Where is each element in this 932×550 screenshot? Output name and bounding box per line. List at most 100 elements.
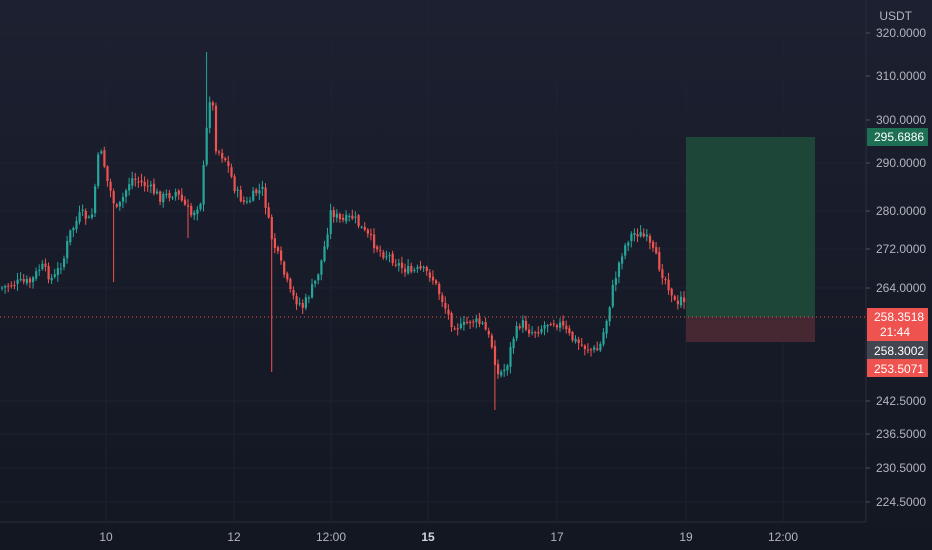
candle — [345, 210, 348, 224]
candle — [444, 296, 447, 314]
candle — [413, 267, 416, 273]
candle — [53, 268, 56, 279]
candle — [128, 177, 131, 196]
candle — [78, 205, 81, 225]
candle — [453, 325, 456, 331]
time-axis[interactable]: 10 12 12:00 15 17 19 12:00 — [99, 530, 798, 544]
time-tick-label: 12:00 — [768, 530, 798, 544]
candle — [180, 188, 183, 203]
price-tick-label: 300.0000 — [876, 113, 926, 127]
candle — [531, 326, 534, 336]
candle — [562, 315, 565, 330]
candle — [431, 270, 435, 285]
candle — [450, 311, 453, 332]
candle — [549, 322, 552, 327]
candle — [25, 275, 28, 286]
candle — [289, 277, 292, 293]
candle — [301, 299, 304, 315]
candle — [614, 271, 617, 292]
candle — [84, 208, 87, 225]
current-price-tag: 258.3518 21:44 — [867, 308, 928, 341]
candle — [87, 215, 90, 219]
candle — [94, 183, 97, 217]
target-zone[interactable] — [686, 137, 815, 317]
stop-zone[interactable] — [686, 317, 815, 342]
candle — [159, 190, 162, 206]
candle — [115, 202, 118, 209]
candle — [236, 186, 239, 198]
candle — [509, 342, 512, 374]
candle — [221, 148, 224, 163]
candle — [199, 202, 202, 212]
candle — [478, 312, 481, 328]
candle — [218, 149, 221, 156]
candle — [521, 315, 524, 333]
candle — [360, 225, 363, 229]
candle — [348, 213, 351, 222]
candle — [506, 363, 509, 376]
candle — [311, 278, 314, 299]
candle — [112, 188, 115, 282]
svg-text:258.3518: 258.3518 — [874, 310, 924, 324]
grid-lines — [0, 0, 866, 522]
candle — [146, 179, 149, 192]
candle — [295, 292, 298, 310]
candle — [140, 173, 143, 187]
candle — [72, 226, 75, 238]
time-tick-label: 10 — [99, 530, 113, 544]
candle — [503, 363, 506, 377]
candle — [106, 165, 109, 187]
candle — [397, 258, 400, 272]
candle — [152, 178, 156, 196]
candle — [683, 291, 686, 309]
candle — [441, 292, 444, 308]
candle — [580, 338, 583, 347]
candle — [19, 272, 22, 282]
candle — [211, 100, 214, 111]
price-tick-label: 224.5000 — [876, 495, 926, 509]
svg-text:295.6886: 295.6886 — [874, 130, 924, 144]
candle — [608, 306, 611, 326]
time-tick-label: 12:00 — [316, 530, 346, 544]
candle — [118, 200, 121, 211]
candle — [642, 228, 645, 238]
candle — [534, 330, 537, 339]
candle — [515, 321, 518, 342]
candle — [7, 283, 10, 293]
candle — [4, 284, 7, 294]
candle — [205, 52, 208, 167]
candle — [168, 189, 171, 202]
candle — [583, 344, 586, 356]
candle — [559, 318, 562, 332]
candle — [47, 262, 50, 284]
candle — [286, 271, 289, 283]
candle — [518, 323, 521, 331]
candle — [627, 240, 630, 252]
candle — [617, 261, 621, 284]
candle — [261, 180, 264, 196]
candle — [670, 287, 673, 303]
candle — [258, 183, 261, 200]
candle — [224, 156, 227, 162]
candle — [267, 202, 270, 219]
time-tick-label: 12 — [227, 530, 241, 544]
candle — [456, 323, 459, 336]
candle — [512, 336, 515, 354]
candle — [1, 285, 4, 291]
price-tick-label: 242.5000 — [876, 394, 926, 408]
candle — [664, 276, 667, 285]
candle — [459, 318, 462, 330]
candle — [214, 102, 218, 155]
candle — [410, 262, 413, 274]
candle — [577, 336, 580, 351]
candle — [97, 152, 100, 189]
candle — [357, 214, 360, 229]
candle — [183, 196, 187, 206]
candle — [59, 262, 63, 275]
candle — [481, 321, 484, 325]
price-axis[interactable]: 320.0000 310.0000 300.0000 290.0000 280.0000… — [866, 26, 926, 509]
candle — [466, 316, 469, 325]
candle — [230, 163, 233, 179]
candle — [56, 261, 59, 282]
